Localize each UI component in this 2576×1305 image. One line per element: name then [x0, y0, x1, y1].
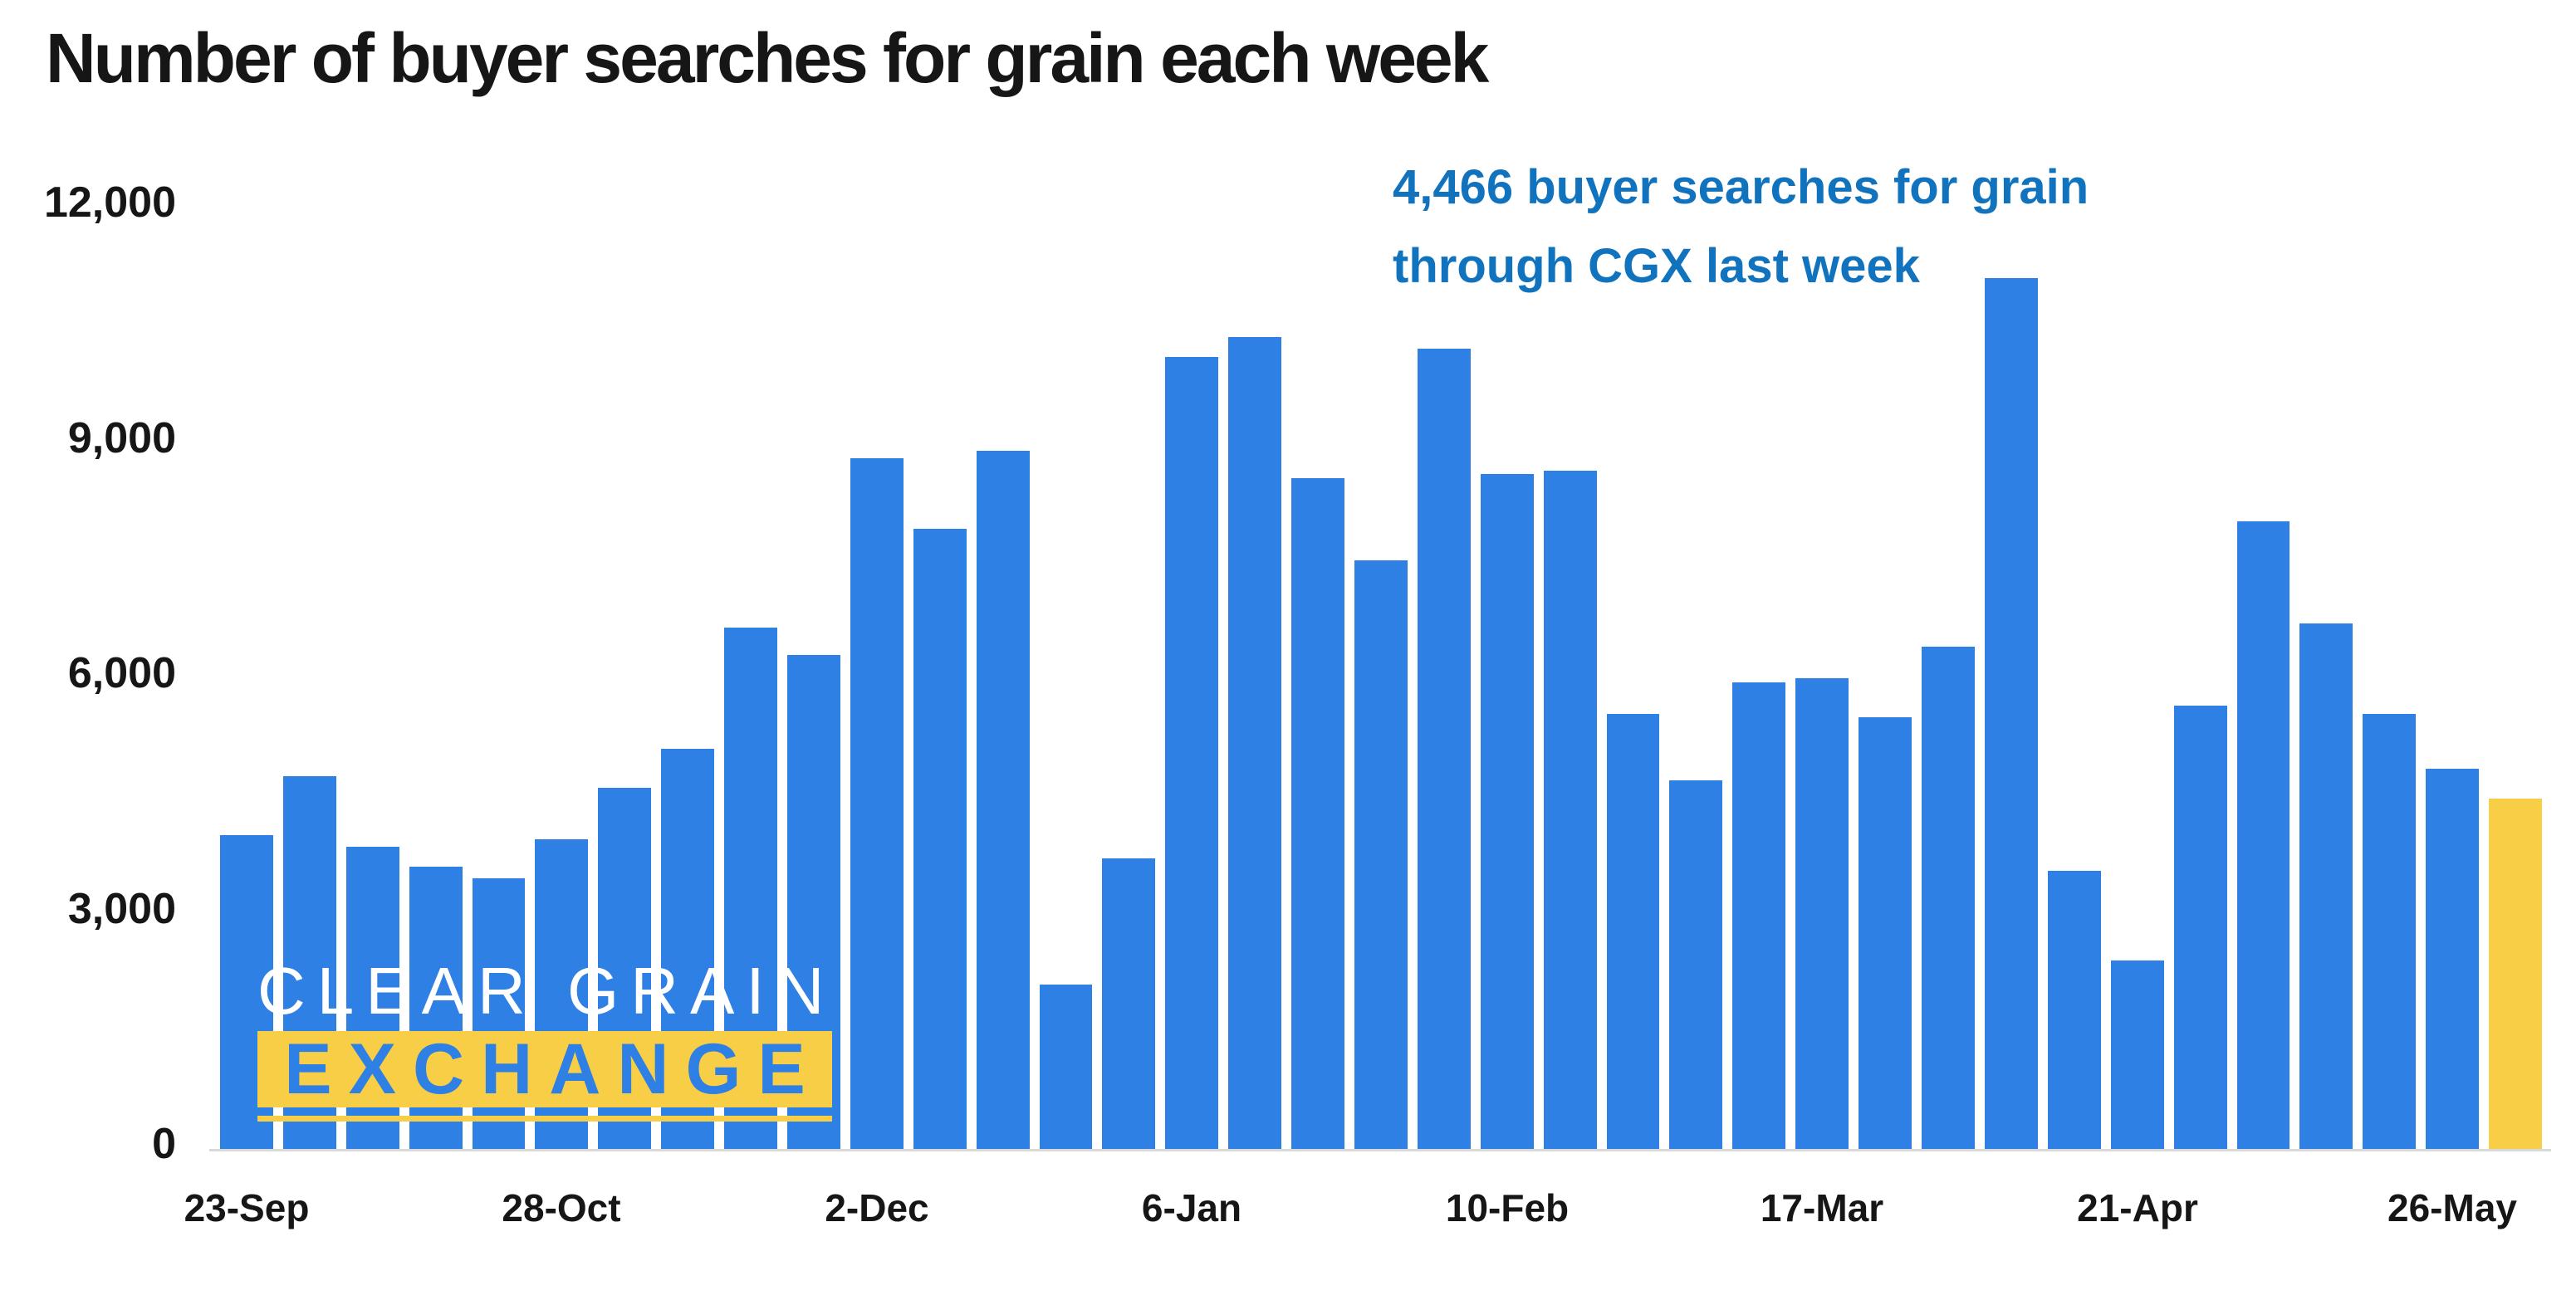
bar	[1291, 478, 1345, 1149]
bar	[1165, 357, 1219, 1149]
bar	[1606, 714, 1660, 1149]
bar	[1102, 858, 1156, 1149]
bar	[2236, 521, 2290, 1149]
logo-text-clear-grain: CLEAR GRAIN	[257, 954, 836, 1028]
bar	[1859, 717, 1912, 1149]
bar	[913, 529, 967, 1149]
y-tick-label: 0	[152, 1120, 176, 1168]
bar	[2363, 714, 2417, 1149]
bar	[1480, 474, 1534, 1149]
y-tick-label: 12,000	[43, 178, 176, 227]
x-axis-line	[209, 1149, 2551, 1151]
chart-annotation: 4,466 buyer searches for grain through C…	[1393, 148, 2089, 305]
bar	[1228, 337, 1282, 1149]
chart-title: Number of buyer searches for grain each …	[46, 19, 1489, 97]
bar	[1354, 560, 1408, 1149]
clear-grain-exchange-logo: CLEAR GRAIN EXCHANGE	[257, 955, 832, 1122]
bar	[1417, 349, 1471, 1149]
bar	[1922, 647, 1975, 1149]
bar	[2299, 623, 2353, 1149]
logo-underline	[257, 1116, 832, 1122]
logo-yellow-band: EXCHANGE	[257, 1031, 832, 1107]
bar	[2047, 871, 2101, 1149]
bar	[2426, 769, 2480, 1149]
x-tick-label: 2-Dec	[825, 1186, 929, 1229]
x-tick-label: 6-Jan	[1141, 1186, 1242, 1229]
x-tick-label: 28-Oct	[502, 1186, 621, 1229]
bar	[1984, 278, 2038, 1149]
bar	[976, 451, 1030, 1149]
bar	[1795, 678, 1849, 1149]
logo-text-exchange: EXCHANGE	[284, 1029, 822, 1109]
x-tick-label: 10-Feb	[1445, 1186, 1570, 1229]
y-tick-label: 3,000	[67, 885, 176, 933]
x-tick-label: 17-Mar	[1760, 1186, 1884, 1229]
x-tick-label: 21-Apr	[2077, 1186, 2198, 1229]
y-tick-label: 9,000	[67, 414, 176, 462]
bar	[2173, 706, 2227, 1149]
y-tick-label: 6,000	[67, 649, 176, 697]
bar	[850, 458, 904, 1149]
bar	[1543, 471, 1597, 1149]
bar	[1039, 985, 1093, 1149]
x-tick-label: 23-Sep	[184, 1186, 310, 1229]
bar	[1732, 682, 1786, 1149]
bar-highlight-latest-week	[2489, 799, 2542, 1149]
bar	[1669, 780, 1723, 1149]
x-tick-label: 26-May	[2387, 1186, 2517, 1229]
bar	[2110, 960, 2164, 1149]
annotation-line-2: through CGX last week	[1393, 239, 1920, 293]
annotation-line-1: 4,466 buyer searches for grain	[1393, 160, 2089, 214]
